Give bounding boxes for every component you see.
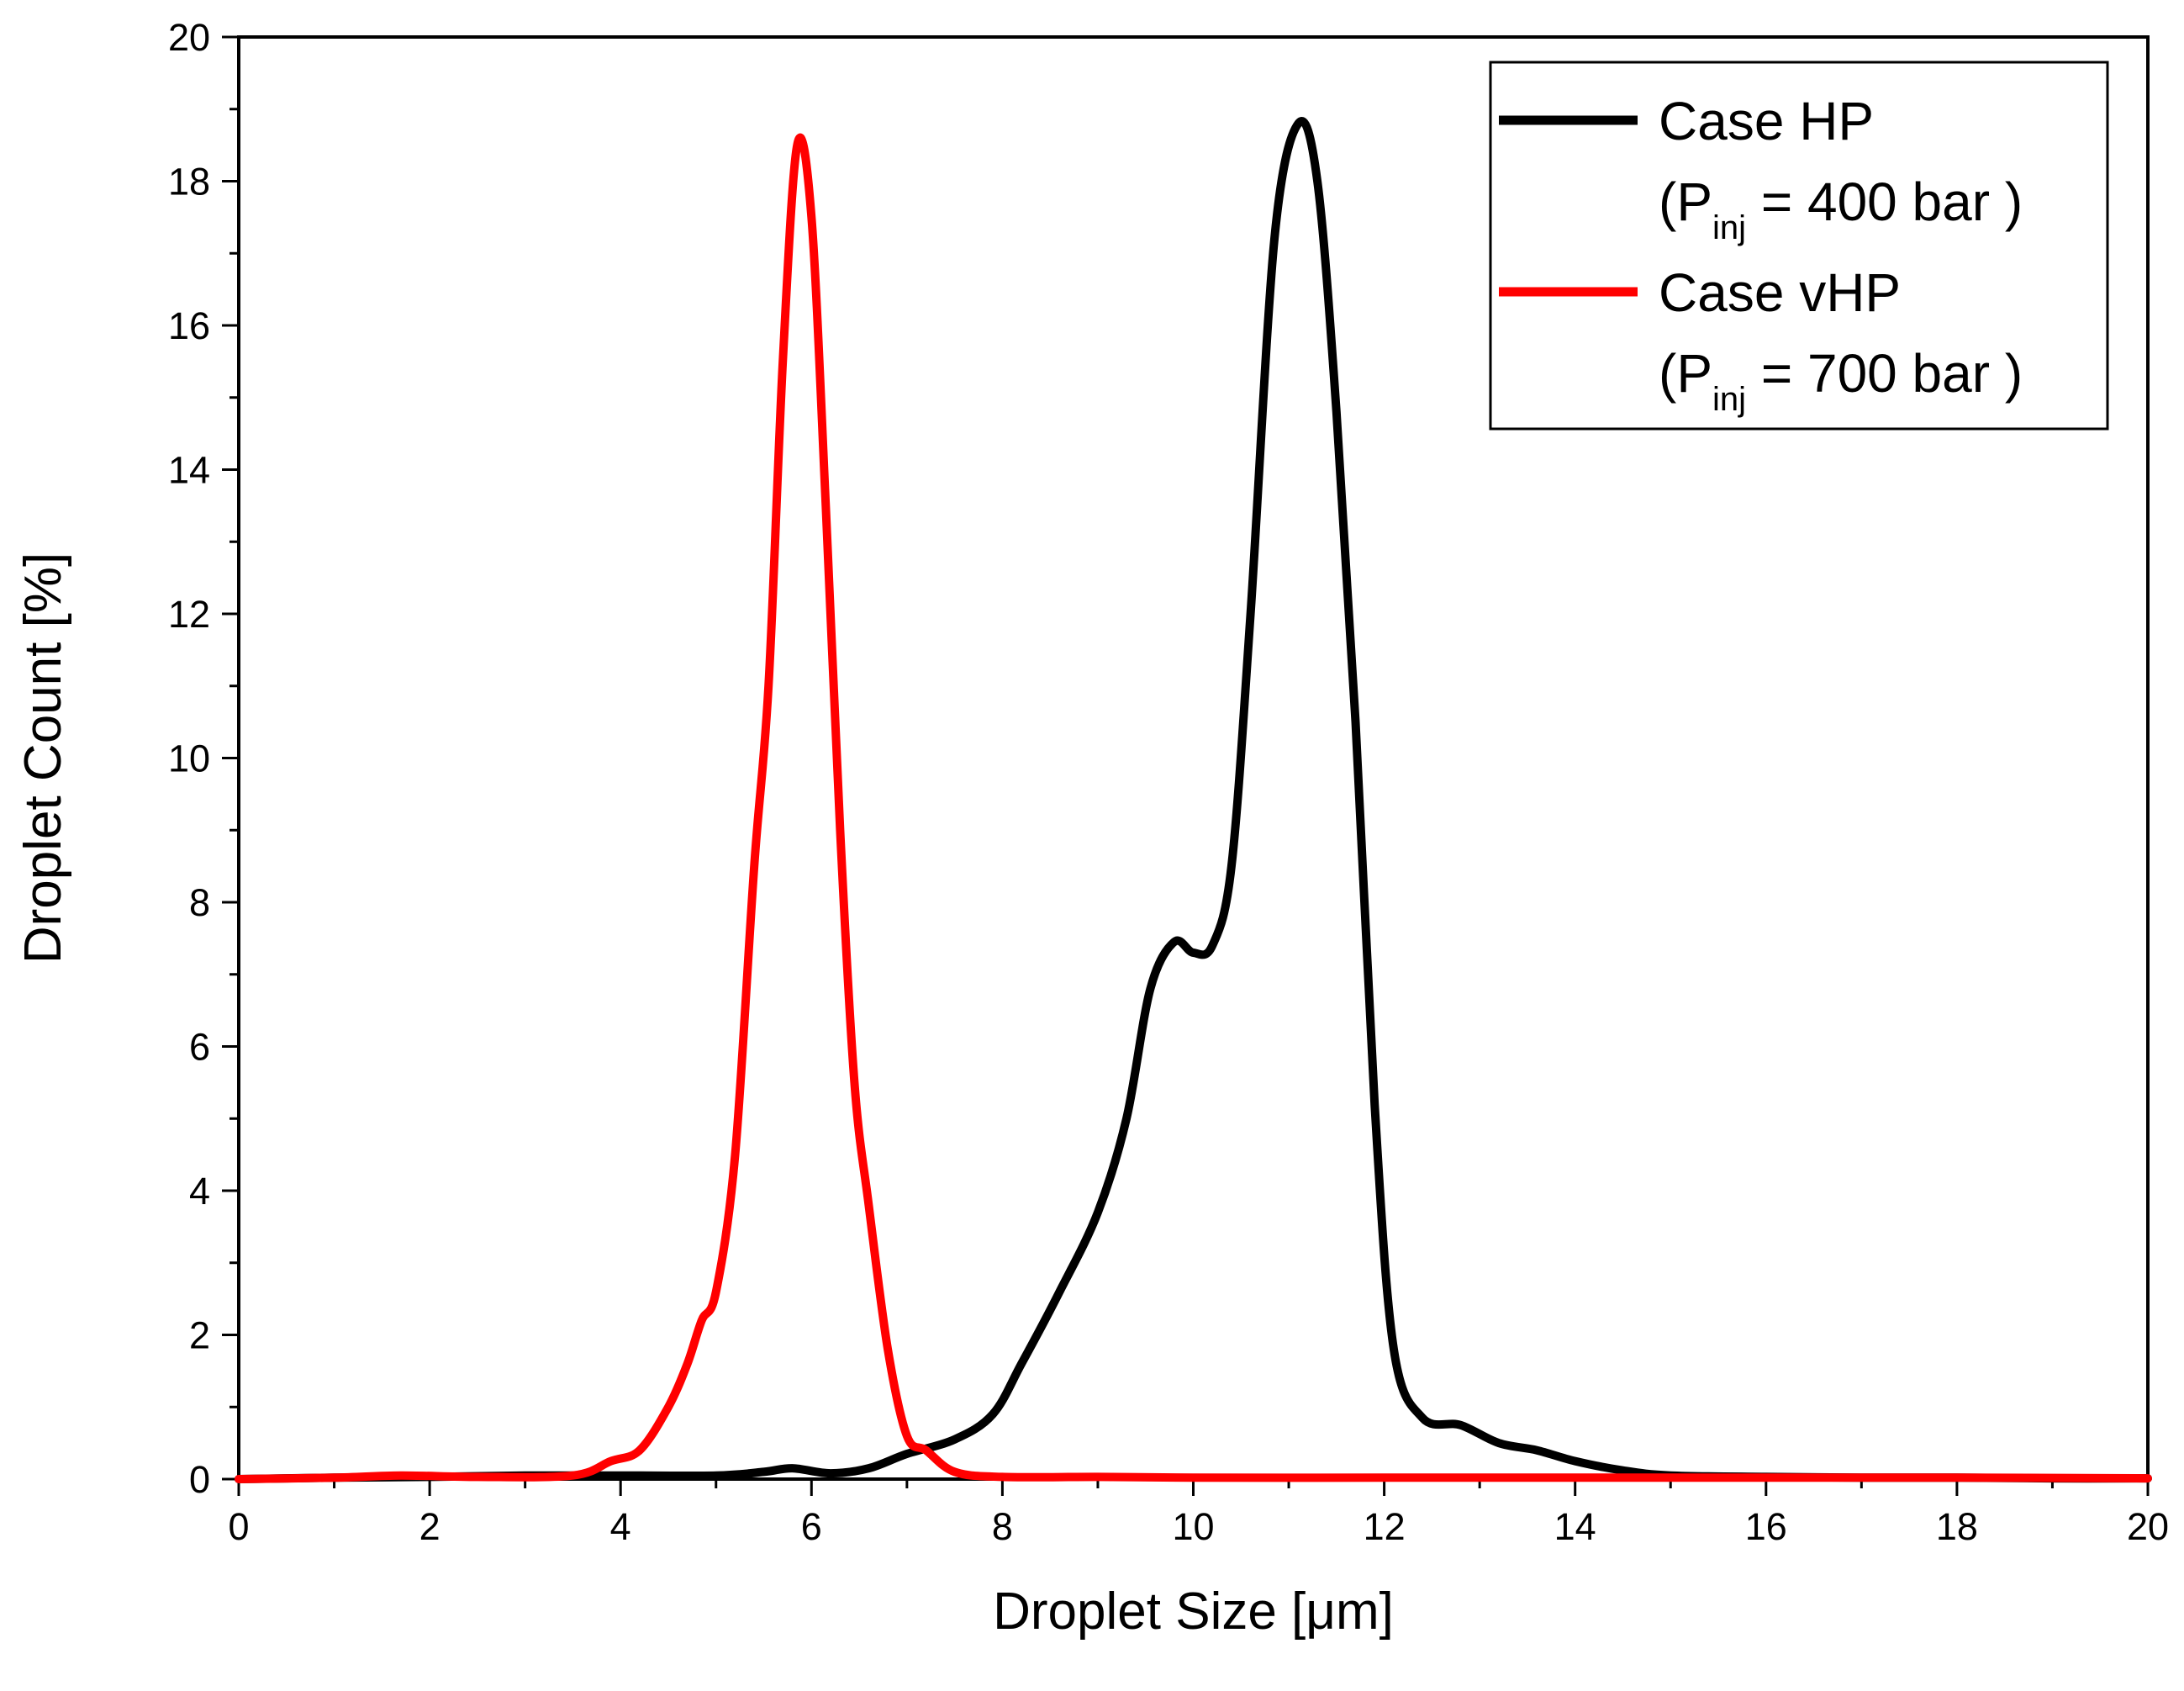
series-layer	[235, 117, 2152, 1483]
legend-sublabel-case-vhp-sub: inj	[1712, 381, 1746, 418]
y-tick-label: 4	[189, 1170, 210, 1213]
legend-sublabel-case-vhp: (Pinj = 700 bar )	[1659, 343, 2023, 418]
y-tick-label: 16	[168, 304, 210, 347]
legend-sublabel-case-hp-open: (P	[1659, 172, 1712, 232]
legend-sublabel-case-hp-sub: inj	[1712, 209, 1746, 246]
x-tick-label: 14	[1554, 1505, 1596, 1548]
legend-label-case-hp: Case HP	[1659, 91, 1874, 151]
series-line-case-vhp	[235, 133, 2152, 1483]
y-tick-label: 2	[189, 1314, 210, 1357]
y-tick-label: 14	[168, 449, 210, 492]
y-tick-label: 6	[189, 1026, 210, 1069]
series-line-case-hp	[235, 117, 2152, 1483]
y-tick-label: 10	[168, 737, 210, 780]
x-tick-label: 16	[1745, 1505, 1787, 1548]
x-tick-label: 18	[1936, 1505, 1978, 1548]
x-tick-label: 6	[801, 1505, 822, 1548]
x-tick-label: 8	[992, 1505, 1013, 1548]
y-tick-label: 12	[168, 593, 210, 636]
y-axis: 0 2 4 6 8 10 12 14 16 18 20	[168, 16, 239, 1501]
y-tick-label: 18	[168, 161, 210, 203]
x-axis: 0 2 4 6 8 10 12 14 16 18 20	[228, 1479, 2169, 1548]
y-axis-title: Droplet Count [%]	[14, 552, 72, 964]
y-tick-label: 0	[189, 1458, 210, 1501]
y-tick-label: 20	[168, 16, 210, 59]
x-axis-title: Droplet Size [μm]	[993, 1583, 1394, 1641]
legend: Case HP (Pinj = 400 bar ) Case vHP (Pinj…	[1489, 61, 2109, 431]
x-tick-label: 4	[610, 1505, 631, 1548]
x-tick-label: 0	[228, 1505, 249, 1548]
legend-label-case-vhp: Case vHP	[1659, 262, 1901, 323]
y-tick-label: 8	[189, 881, 210, 924]
x-tick-label: 20	[2127, 1505, 2169, 1548]
legend-sublabel-case-hp-rest: = 400 bar )	[1746, 172, 2023, 232]
x-tick-label: 10	[1172, 1505, 1214, 1548]
x-tick-label: 2	[419, 1505, 440, 1548]
legend-sublabel-case-vhp-rest: = 700 bar )	[1746, 343, 2023, 404]
x-tick-label: 12	[1364, 1505, 1406, 1548]
legend-sublabel-case-hp: (Pinj = 400 bar )	[1659, 172, 2023, 246]
legend-sublabel-case-vhp-open: (P	[1659, 343, 1712, 404]
